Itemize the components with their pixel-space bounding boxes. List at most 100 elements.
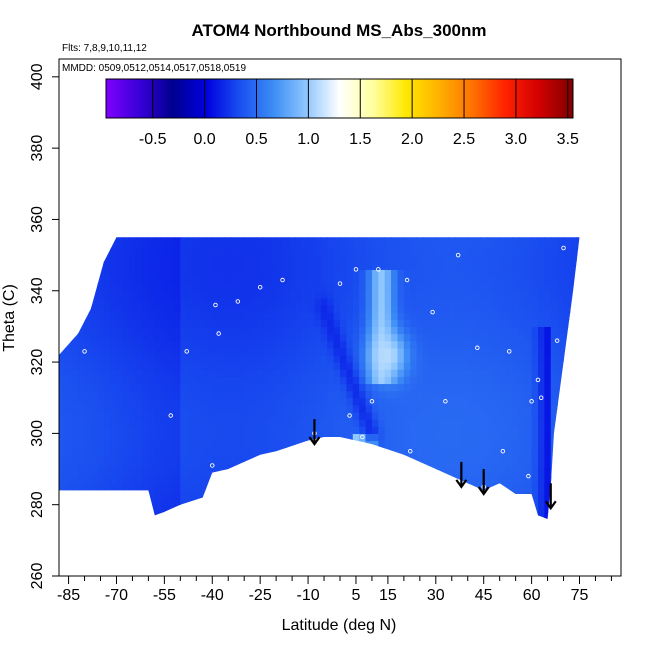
field-cell	[212, 469, 220, 477]
field-cell	[142, 461, 150, 470]
field-cell	[90, 383, 98, 392]
field-cell	[72, 227, 79, 235]
field-cell	[219, 227, 226, 235]
field-cell	[103, 461, 111, 470]
field-cell	[474, 469, 482, 477]
field-cell	[180, 511, 188, 519]
field-cell	[499, 283, 507, 292]
field-cell	[397, 518, 405, 519]
field-cell	[212, 240, 220, 249]
field-cell	[193, 297, 201, 306]
field-cell	[410, 237, 418, 242]
field-cell	[129, 333, 137, 342]
field-cell	[391, 312, 399, 320]
field-cell	[512, 504, 520, 513]
field-cell	[461, 354, 469, 363]
field-cell	[365, 483, 373, 492]
field-cell	[256, 433, 264, 442]
field-cell	[218, 440, 226, 449]
field-cell	[116, 497, 124, 506]
field-cell	[142, 247, 150, 256]
field-cell	[250, 426, 258, 434]
field-cell	[148, 426, 156, 434]
field-cell	[218, 390, 226, 399]
field-cell	[205, 504, 213, 513]
field-cell	[557, 469, 565, 477]
field-cell	[359, 247, 367, 256]
field-cell	[282, 483, 290, 492]
field-cell	[308, 227, 315, 235]
field-cell	[314, 340, 322, 349]
field-cell	[103, 290, 111, 299]
field-cell	[282, 461, 290, 470]
field-cell	[327, 340, 335, 349]
field-cell	[199, 483, 207, 492]
field-cell	[314, 426, 322, 434]
field-cell	[65, 227, 72, 235]
field-cell	[448, 469, 456, 477]
sample-point	[376, 267, 381, 272]
field-cell	[122, 469, 130, 477]
field-cell	[486, 369, 494, 377]
field-cell	[371, 497, 379, 506]
field-cell	[602, 312, 609, 320]
field-cell	[340, 397, 347, 406]
field-cell	[122, 369, 130, 377]
field-cell	[346, 255, 354, 263]
field-cells	[59, 227, 609, 519]
field-cell	[161, 312, 169, 320]
field-cell	[212, 333, 220, 342]
field-cell	[391, 297, 399, 306]
field-cell	[365, 362, 373, 370]
field-cell	[199, 404, 207, 413]
field-cell	[225, 354, 233, 363]
field-cell	[199, 490, 207, 499]
field-cell	[142, 333, 150, 342]
field-cell	[429, 490, 437, 499]
field-cell	[116, 276, 124, 285]
field-cell	[256, 255, 264, 263]
field-cell	[544, 240, 552, 249]
field-cell	[499, 383, 507, 392]
x-tick-label: -85	[57, 587, 80, 604]
field-cell	[467, 447, 475, 456]
field-cell	[59, 426, 66, 434]
field-cell	[499, 237, 507, 242]
field-cell	[506, 283, 514, 292]
field-cell	[237, 469, 245, 477]
field-cell	[269, 362, 277, 370]
field-cell	[135, 490, 143, 499]
field-cell	[359, 326, 367, 335]
field-cell	[199, 269, 207, 278]
field-cell	[205, 319, 213, 328]
field-cell	[525, 404, 533, 413]
field-cell	[301, 347, 309, 356]
field-cell	[461, 333, 469, 342]
field-cell	[71, 511, 79, 519]
field-cell	[474, 290, 482, 299]
field-cell	[602, 476, 609, 484]
field-cell	[225, 227, 232, 235]
field-cell	[199, 354, 207, 363]
field-cell	[314, 227, 321, 235]
field-cell	[340, 497, 347, 506]
field-cell	[493, 433, 501, 442]
field-cell	[493, 227, 500, 235]
field-cell	[435, 269, 443, 278]
field-cell	[537, 383, 545, 392]
field-cell	[90, 490, 98, 499]
field-cell	[378, 461, 386, 470]
field-cell	[378, 290, 386, 299]
field-cell	[589, 455, 596, 463]
field-cell	[454, 390, 462, 399]
field-cell	[531, 255, 539, 263]
field-cell	[97, 369, 105, 377]
field-cell	[116, 312, 124, 320]
field-cell	[225, 340, 233, 349]
field-cell	[589, 348, 596, 356]
field-cell	[506, 247, 514, 256]
field-cell	[308, 312, 316, 320]
field-cell	[84, 247, 92, 256]
field-cell	[518, 469, 526, 477]
field-cell	[295, 469, 303, 477]
